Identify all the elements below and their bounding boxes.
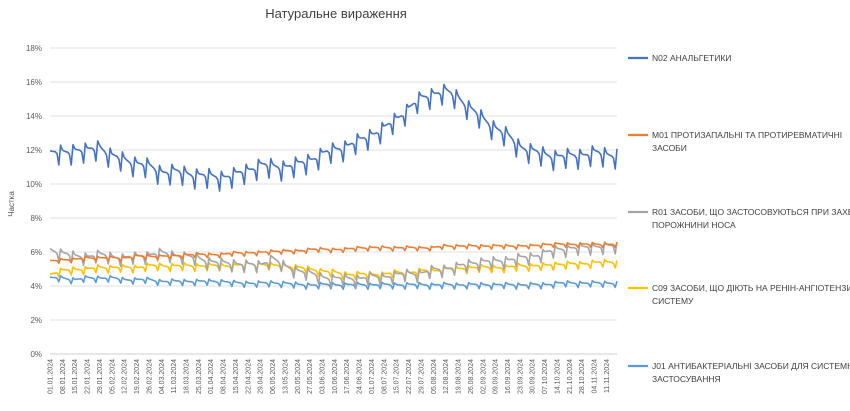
x-tick-label: 04.03.2024 — [159, 359, 166, 394]
y-tick-label: 14% — [26, 112, 42, 121]
series-lines — [49, 83, 618, 291]
x-tick-label: 08.01.2024 — [60, 359, 67, 394]
x-tick-label: 21.10.2024 — [567, 359, 574, 394]
x-tick-label: 30.09.2024 — [530, 359, 537, 394]
x-tick-label: 07.10.2024 — [542, 359, 549, 394]
x-tick-label: 17.06.2024 — [344, 359, 351, 394]
x-tick-label: 29.01.2024 — [97, 359, 104, 394]
x-tick-label: 29.07.2024 — [418, 359, 425, 394]
y-tick-label: 12% — [26, 146, 42, 155]
x-tick-label: 15.01.2024 — [72, 359, 79, 394]
y-tick-label: 10% — [26, 180, 42, 189]
x-tick-label: 26.08.2024 — [468, 359, 475, 394]
x-tick-label: 02.09.2024 — [480, 359, 487, 394]
x-tick-label: 22.01.2024 — [85, 359, 92, 394]
legend-label: M01 ПРОТИЗАПАЛЬНІ ТА ПРОТИРЕВМАТИЧНІ ЗАСО… — [652, 130, 842, 153]
x-tick-label: 10.06.2024 — [332, 359, 339, 394]
x-tick-label: 29.04.2024 — [258, 359, 265, 394]
gridlines — [50, 47, 617, 355]
x-tick-label: 12.08.2024 — [443, 359, 450, 394]
x-tick-label: 19.08.2024 — [456, 359, 463, 394]
x-tick-label: 16.09.2024 — [505, 359, 512, 394]
legend-item: N02 АНАЛЬГЕТИКИ — [628, 53, 731, 63]
y-axis: 0% 2% 4% 6% 8% 10% 12% 14% 16% 18% — [26, 44, 42, 359]
y-tick-label: 6% — [30, 248, 42, 257]
x-tick-label: 09.09.2024 — [493, 359, 500, 394]
legend-label: J01 АНТИБАКТЕРІАЛЬНІ ЗАСОБИ ДЛЯ СИСТЕМНО… — [652, 361, 850, 384]
series-line — [50, 241, 618, 265]
legend-label: N02 АНАЛЬГЕТИКИ — [652, 53, 731, 63]
legend-label: C09 ЗАСОБИ, ЩО ДІЮТЬ НА РЕНІН-АНГІОТЕНЗИ… — [652, 283, 850, 306]
x-tick-label: 01.07.2024 — [369, 359, 376, 394]
x-tick-label: 26.02.2024 — [146, 359, 153, 394]
x-tick-label: 18.03.2024 — [184, 359, 191, 394]
y-tick-label: 2% — [30, 316, 42, 325]
y-axis-label: Частка — [7, 191, 16, 217]
series-line — [49, 241, 618, 289]
y-tick-label: 0% — [30, 350, 42, 359]
x-tick-label: 08.07.2024 — [381, 359, 388, 394]
y-tick-label: 18% — [26, 44, 42, 53]
x-tick-label: 06.05.2024 — [270, 359, 277, 394]
x-tick-label: 20.05.2024 — [295, 359, 302, 394]
x-tick-label: 19.02.2024 — [134, 359, 141, 394]
x-tick-label: 22.07.2024 — [406, 359, 413, 394]
x-tick-label: 13.05.2024 — [282, 359, 289, 394]
y-tick-label: 8% — [30, 214, 42, 223]
legend-item: R01 ЗАСОБИ, ЩО ЗАСТОСОВУЮТЬСЯ ПРИ ЗАХВОР… — [628, 207, 850, 230]
x-tick-label: 15.07.2024 — [394, 359, 401, 394]
x-axis: 01.01.2024 08.01.2024 15.01.2024 22.01.2024… — [48, 359, 611, 394]
x-tick-label: 12.02.2024 — [122, 359, 129, 394]
x-tick-label: 14.10.2024 — [554, 359, 561, 394]
chart-title: Натуральне вираження — [265, 6, 407, 21]
x-tick-label: 22.04.2024 — [245, 359, 252, 394]
legend-item: J01 АНТИБАКТЕРІАЛЬНІ ЗАСОБИ ДЛЯ СИСТЕМНО… — [628, 361, 850, 384]
legend-label: R01 ЗАСОБИ, ЩО ЗАСТОСОВУЮТЬСЯ ПРИ ЗАХВОР… — [652, 207, 850, 230]
x-tick-label: 03.06.2024 — [320, 359, 327, 394]
x-tick-label: 27.05.2024 — [307, 359, 314, 394]
y-tick-label: 4% — [30, 282, 42, 291]
x-tick-label: 28.10.2024 — [579, 359, 586, 394]
x-tick-label: 24.06.2024 — [357, 359, 364, 394]
x-tick-label: 08.04.2024 — [221, 359, 228, 394]
x-tick-label: 01.01.2024 — [48, 359, 55, 394]
x-tick-label: 15.04.2024 — [233, 359, 240, 394]
x-tick-label: 23.09.2024 — [517, 359, 524, 394]
x-tick-label: 11.11.2024 — [604, 359, 611, 393]
legend-item: M01 ПРОТИЗАПАЛЬНІ ТА ПРОТИРЕВМАТИЧНІ ЗАСО… — [628, 130, 842, 153]
legend: N02 АНАЛЬГЕТИКИ M01 ПРОТИЗАПАЛЬНІ ТА ПРОТ… — [628, 53, 850, 384]
series-line — [49, 258, 618, 281]
x-tick-label: 05.02.2024 — [109, 359, 116, 394]
x-tick-label: 04.11.2024 — [592, 359, 599, 394]
series-line — [49, 83, 618, 192]
series-line — [49, 274, 618, 291]
x-tick-label: 01.04.2024 — [208, 359, 215, 394]
y-tick-label: 16% — [26, 78, 42, 87]
x-tick-label: 05.08.2024 — [431, 359, 438, 394]
x-tick-label: 11.03.2024 — [171, 359, 178, 394]
x-tick-label: 25.03.2024 — [196, 359, 203, 394]
legend-item: C09 ЗАСОБИ, ЩО ДІЮТЬ НА РЕНІН-АНГІОТЕНЗИ… — [628, 283, 850, 306]
